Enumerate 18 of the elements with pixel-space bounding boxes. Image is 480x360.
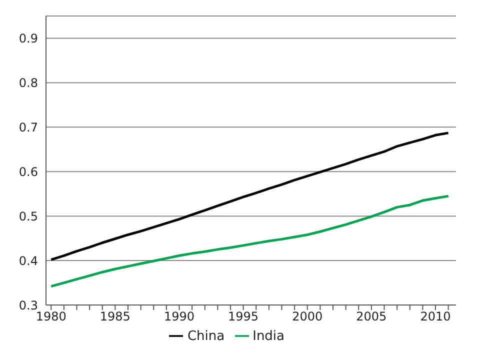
y-tick-label: 0.4	[18, 254, 38, 268]
x-tick-label: 2005	[356, 310, 387, 324]
y-tick-label: 0.6	[18, 164, 38, 179]
y-tick-label: 0.7	[18, 120, 38, 134]
x-tick-label: 2010	[420, 310, 451, 324]
x-tick-label: 1995	[228, 310, 259, 324]
legend-label: China	[187, 329, 225, 344]
line-series	[50, 132, 450, 261]
y-tick-label: 0.9	[18, 31, 38, 46]
y-tick-label: 0.5	[18, 209, 38, 224]
line-series	[50, 194, 450, 288]
legend-label: India	[252, 329, 285, 344]
x-tick-label: 2000	[292, 310, 323, 324]
x-tick-label: 1980	[36, 310, 66, 324]
x-tick-label: 1990	[164, 310, 195, 324]
x-tick-label: 1985	[100, 310, 130, 324]
y-tick-label: 0.8	[18, 76, 38, 90]
y-tick-label: 0.3	[18, 298, 38, 312]
